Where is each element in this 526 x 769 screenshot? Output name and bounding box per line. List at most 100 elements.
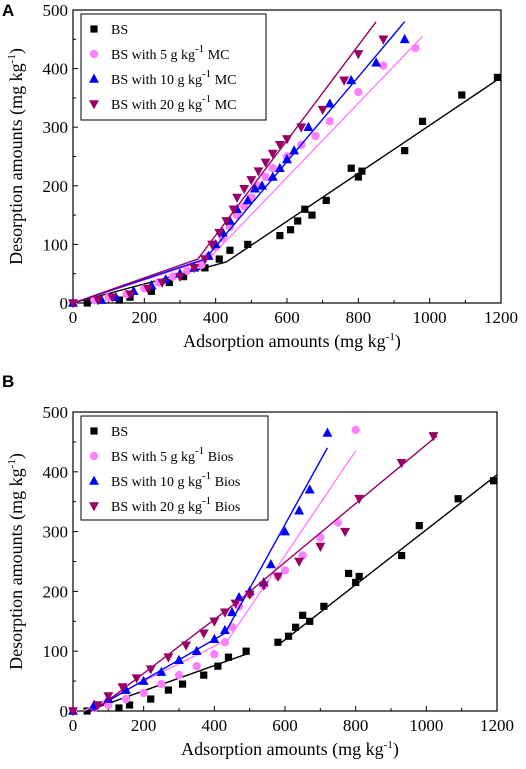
data-point [347,164,355,172]
data-point [267,171,278,181]
data-point [174,654,184,664]
data-point [68,299,78,309]
data-point [294,557,305,567]
legend-label: BS [111,23,128,38]
data-point [115,704,123,712]
data-point [174,670,184,680]
data-point [182,266,192,275]
data-point [227,606,237,617]
fit-line [227,450,357,640]
legend-label: BS with 20 g kg-1 Bios [111,495,240,515]
data-point [284,632,293,640]
data-point [181,641,192,651]
y-tick-label: 100 [43,642,69,661]
legend-label: BS with 20 g kg-1 MC [111,93,236,113]
data-point [272,572,283,582]
data-point [415,522,423,530]
y-tick-label: 500 [43,403,69,422]
legend-label: BS with 5 g kg-1 MC [111,43,229,63]
data-point [411,43,420,53]
data-point [92,701,103,711]
data-point [274,162,285,172]
data-point [201,264,209,272]
y-tick-label: 0 [60,294,69,313]
x-tick-label: 1200 [480,716,514,735]
data-point [398,551,406,560]
data-point [197,260,206,270]
data-point [311,131,320,141]
fit-line [72,258,199,304]
data-point [156,666,167,676]
fit-line [277,474,498,646]
legend-marker [89,502,99,512]
data-point [121,684,131,694]
data-point [296,123,307,133]
data-point [280,526,290,536]
data-point [282,135,292,145]
legend-label: BS with 10 g kg-1 Bios [111,470,240,490]
fit-line [204,21,406,260]
data-point [458,91,466,99]
data-point [226,246,234,254]
data-point [244,590,255,600]
data-point [340,527,351,537]
data-point [121,694,131,704]
data-point [210,649,219,659]
data-point [301,205,309,213]
legend-marker [89,475,99,485]
y-tick-label: 500 [43,1,69,20]
data-point [125,290,136,300]
data-point [299,611,307,619]
data-point [317,105,328,116]
y-axis-title: Desorption amounts (mg kg-1) [6,48,27,265]
legend-marker [89,49,99,59]
data-point [192,661,201,671]
data-point [354,87,363,97]
data-point [200,671,208,679]
data-point [219,624,230,635]
data-point [354,494,365,505]
data-point [215,255,223,263]
data-point [276,232,284,240]
x-axis-title: Adsorption amounts (mg kg-1) [183,331,401,352]
data-point [191,645,202,655]
legend-marker [89,100,99,110]
data-point [117,683,128,693]
data-point [354,173,362,181]
x-tick-label: 800 [343,716,369,735]
data-point [282,154,292,164]
data-point [249,183,260,193]
data-point [274,638,282,646]
fit-line [90,632,226,712]
data-point [324,98,335,108]
data-point [253,167,264,177]
data-point [258,581,269,591]
data-point [228,205,239,215]
data-point [325,117,334,126]
data-point [131,674,142,684]
x-tick-label: 200 [131,716,157,735]
data-point [83,299,91,307]
data-point [261,172,270,182]
data-point [267,149,278,159]
data-point [346,74,357,85]
panel-label: B [2,372,14,391]
data-point [147,287,156,295]
x-tick-label: 0 [69,308,78,327]
data-point [268,164,277,173]
data-point [289,145,300,155]
data-point [168,272,178,281]
data-point [68,707,78,717]
data-point [83,707,91,715]
legend-label: BS [111,425,128,440]
data-point [399,33,410,44]
data-point [227,623,237,632]
x-tick-label: 600 [272,716,298,735]
x-tick-label: 200 [132,308,158,327]
x-tick-label: 800 [346,308,372,327]
x-tick-label: 400 [203,308,229,327]
data-point [265,559,276,569]
legend-marker [89,73,99,83]
legend-marker [89,451,99,461]
